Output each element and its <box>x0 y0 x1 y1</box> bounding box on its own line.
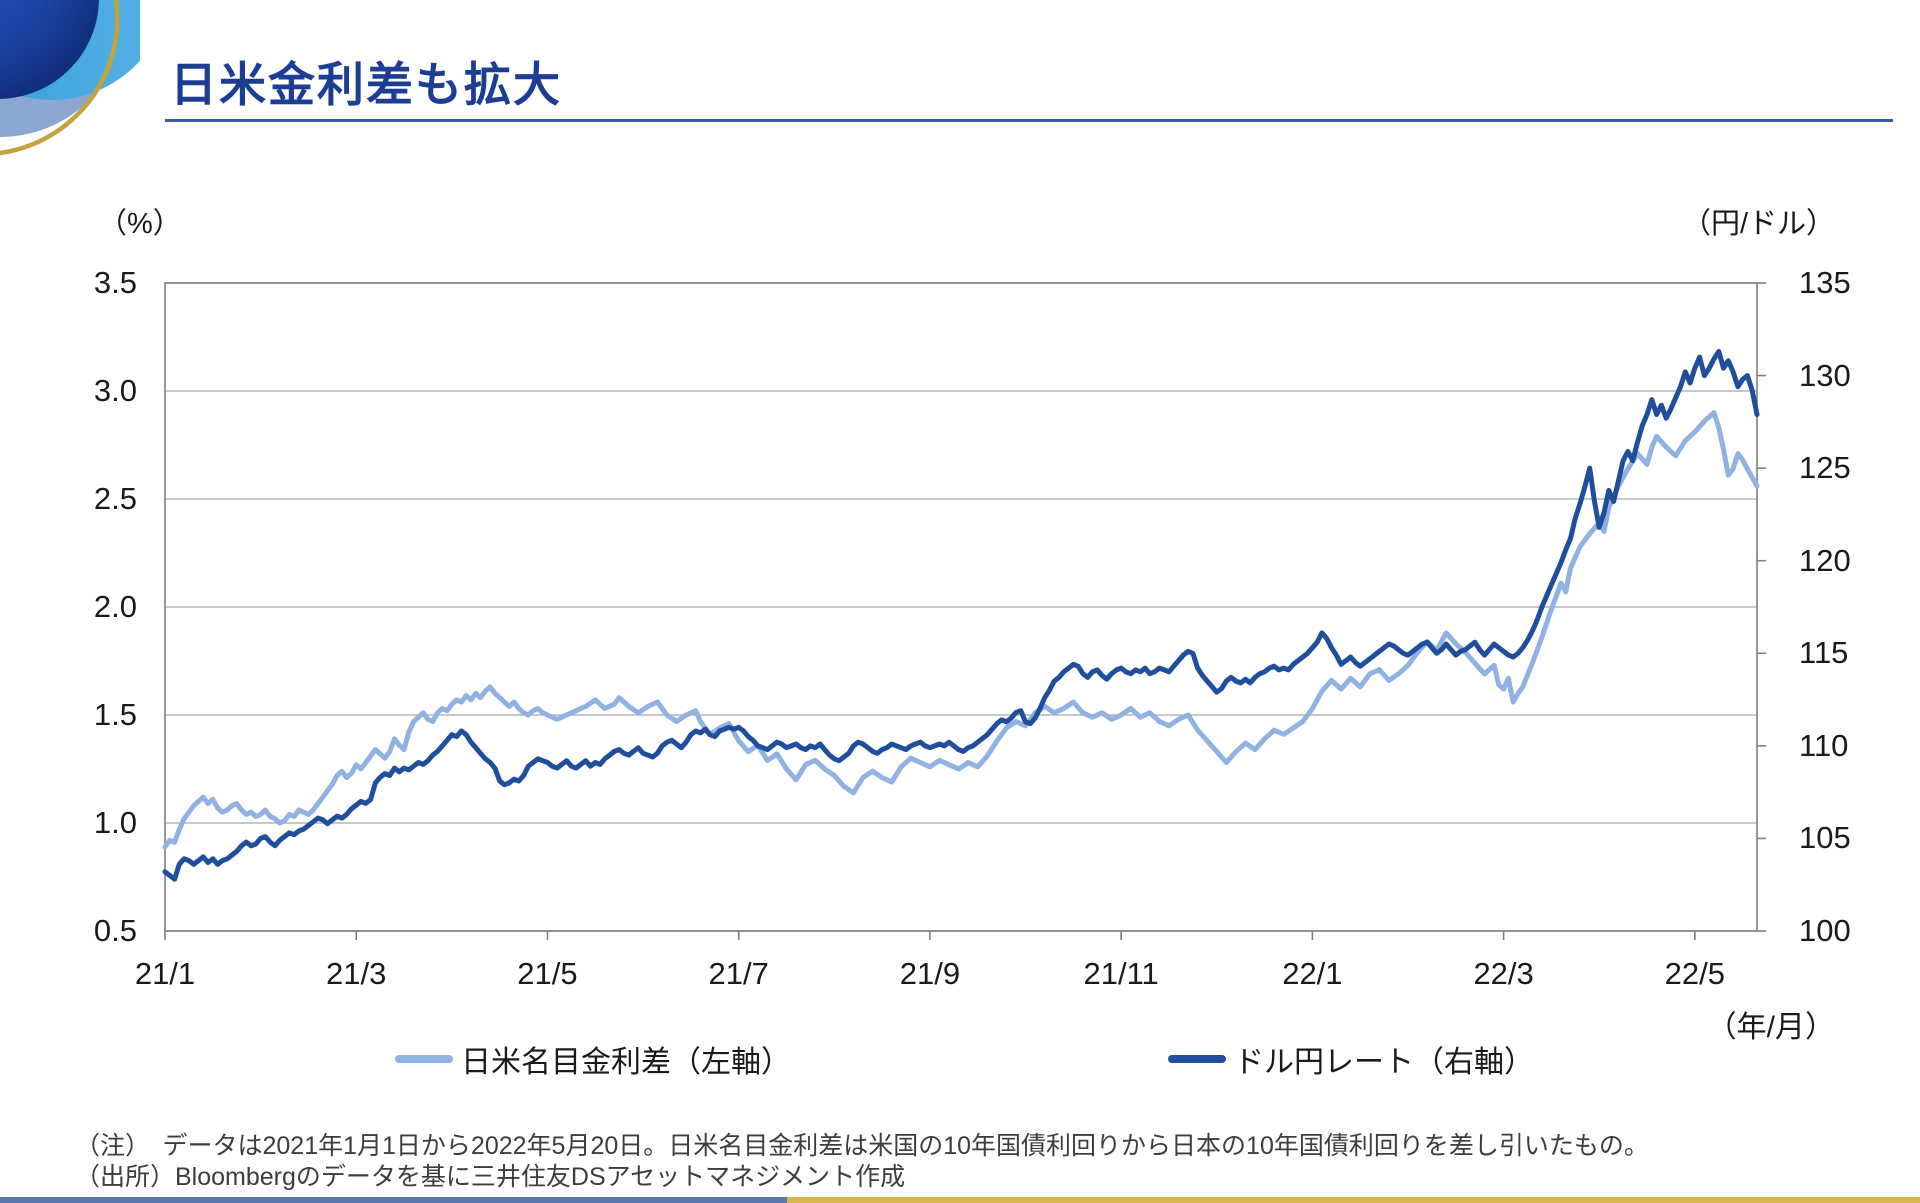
legend-swatch-usdjpy-icon <box>1168 1055 1226 1063</box>
left-axis-tick-label: 2.0 <box>93 589 137 624</box>
x-axis-tick-label: 21/3 <box>326 956 387 991</box>
x-axis-tick-label: 21/9 <box>899 956 961 991</box>
right-axis-tick-label: 120 <box>1799 542 1851 578</box>
right-axis-tick-label: 115 <box>1799 635 1849 671</box>
legend-label-usdjpy: ドル円レート（右軸） <box>1234 1046 1534 1079</box>
right-axis-tick-label: 130 <box>1799 357 1851 393</box>
bottom-border <box>0 1197 1920 1203</box>
x-axis-tick-label: 22/5 <box>1664 956 1726 991</box>
gold-arc-shape <box>0 0 120 156</box>
sphere-shape <box>0 0 99 99</box>
right-axis-tick-label: 105 <box>1799 820 1851 856</box>
x-axis-tick-label: 21/5 <box>517 956 578 991</box>
legend-item-usdjpy: ドル円レート（右軸） <box>1168 1038 1534 1080</box>
right-axis-unit: （円/ドル） <box>1681 208 1835 240</box>
series-line-spread <box>162 410 1760 850</box>
note-line-1: （注） データは2021年1月1日から2022年5月20日。日米名目金利差は米国… <box>75 1132 1649 1160</box>
left-axis-tick-label: 1.0 <box>93 805 137 840</box>
chart-legend: 日米名目金利差（左軸） ドル円レート（右軸） <box>165 1038 1757 1080</box>
x-axis-tick-label: 22/1 <box>1282 956 1343 991</box>
corner-decoration-icon <box>0 0 140 156</box>
plot-border <box>164 282 1758 932</box>
left-axis-unit: （%） <box>98 208 182 240</box>
x-axis-tick-label: 22/3 <box>1473 956 1534 991</box>
left-axis-tick-label: 0.5 <box>93 913 137 948</box>
x-axis-unit: （年/月） <box>1706 1011 1835 1044</box>
right-axis-tick-label: 100 <box>1799 913 1851 948</box>
bottom-border-blue-segment <box>0 1197 788 1203</box>
page-title: 日米金利差も拡大 <box>170 58 562 111</box>
legend-swatch-spread-icon <box>395 1055 453 1063</box>
note-line-2: （出所）Bloombergのデータを基に三井住友DSアセットマネジメント作成 <box>75 1163 906 1191</box>
x-axis-tick-label: 21/11 <box>1083 956 1159 991</box>
legend-item-spread: 日米名目金利差（左軸） <box>395 1038 791 1080</box>
x-axis-tick-label: 21/7 <box>708 956 769 991</box>
title-underline <box>165 119 1893 122</box>
left-axis-tick-label: 2.5 <box>93 481 137 516</box>
right-axis-tick-label: 125 <box>1799 450 1851 486</box>
legend-label-spread: 日米名目金利差（左軸） <box>461 1046 791 1079</box>
right-axis-tick-label: 135 <box>1799 265 1851 300</box>
bottom-border-gold-segment <box>787 1197 1920 1203</box>
right-axis-tick-label: 110 <box>1799 727 1849 763</box>
left-axis-tick-label: 1.5 <box>93 697 137 732</box>
x-axis-tick-label: 21/1 <box>134 956 196 991</box>
left-axis-tick-label: 3.0 <box>93 373 137 408</box>
left-axis-tick-label: 3.5 <box>93 265 137 300</box>
series-line-usdjpy <box>162 349 1760 882</box>
